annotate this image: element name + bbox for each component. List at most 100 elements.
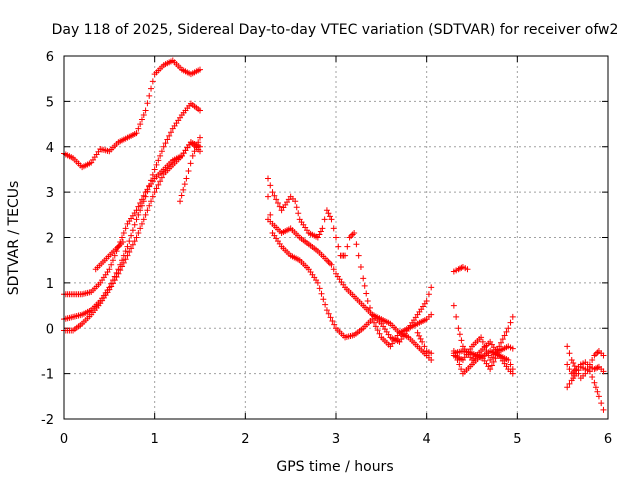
data-point bbox=[119, 263, 126, 270]
data-point bbox=[157, 152, 164, 159]
data-point bbox=[327, 314, 334, 321]
data-point bbox=[140, 216, 147, 223]
data-point bbox=[131, 221, 138, 228]
data-point bbox=[108, 261, 115, 268]
data-point bbox=[355, 252, 362, 259]
data-point bbox=[292, 198, 299, 205]
data-point bbox=[122, 256, 129, 263]
data-point bbox=[137, 200, 144, 207]
data-point bbox=[421, 343, 428, 350]
data-point bbox=[594, 349, 601, 356]
x-axis-label: GPS time / hours bbox=[276, 459, 393, 475]
data-point bbox=[185, 167, 192, 174]
data-point bbox=[498, 339, 505, 346]
data-point bbox=[325, 310, 332, 317]
data-point bbox=[146, 202, 153, 209]
data-point bbox=[187, 160, 194, 167]
data-point bbox=[328, 216, 335, 223]
data-point bbox=[111, 252, 118, 259]
data-point bbox=[361, 282, 368, 289]
data-point bbox=[319, 225, 326, 232]
data-point bbox=[566, 350, 573, 357]
data-point bbox=[148, 198, 155, 205]
data-point bbox=[570, 369, 577, 376]
y-axis-label: SDTVAR / TECUs bbox=[6, 181, 22, 296]
data-point bbox=[131, 238, 138, 245]
data-point bbox=[314, 234, 321, 241]
data-point bbox=[109, 257, 116, 264]
data-point bbox=[325, 210, 332, 217]
data-point bbox=[167, 129, 174, 136]
y-tick-label: -1 bbox=[41, 368, 54, 383]
data-point bbox=[120, 259, 127, 266]
data-point bbox=[317, 228, 324, 235]
data-point bbox=[346, 234, 353, 241]
data-point bbox=[592, 365, 599, 372]
data-point bbox=[128, 232, 135, 239]
data-point bbox=[490, 358, 497, 365]
data-point bbox=[144, 207, 151, 214]
data-point bbox=[108, 283, 115, 290]
data-point bbox=[571, 367, 578, 374]
data-point bbox=[456, 331, 463, 338]
data-point bbox=[348, 232, 355, 239]
data-point bbox=[323, 307, 330, 314]
data-point bbox=[570, 360, 577, 367]
data-point bbox=[357, 263, 364, 270]
data-point bbox=[197, 134, 203, 141]
x-tick-label: 5 bbox=[513, 432, 521, 447]
data-point bbox=[425, 291, 432, 298]
data-point bbox=[106, 286, 113, 293]
data-point bbox=[349, 231, 356, 238]
series-6 bbox=[564, 343, 607, 413]
y-tick-labels: -2 -1 0 1 2 3 4 5 6 bbox=[41, 50, 54, 428]
data-point bbox=[271, 192, 278, 199]
data-point bbox=[589, 374, 596, 381]
data-point bbox=[269, 189, 276, 196]
data-point bbox=[109, 280, 116, 287]
data-point bbox=[328, 261, 335, 268]
data-point bbox=[157, 178, 164, 185]
data-point bbox=[122, 225, 129, 232]
data-point bbox=[146, 92, 153, 99]
data-point bbox=[509, 366, 516, 373]
data-point bbox=[419, 338, 426, 345]
data-point bbox=[503, 328, 510, 335]
y-tick-label: 3 bbox=[46, 186, 54, 201]
data-point bbox=[155, 157, 162, 164]
data-point bbox=[423, 298, 430, 305]
data-point bbox=[376, 330, 383, 337]
data-point bbox=[320, 296, 327, 303]
data-point bbox=[181, 181, 188, 188]
data-point bbox=[138, 220, 145, 227]
data-point bbox=[137, 225, 144, 232]
data-point bbox=[318, 290, 325, 297]
data-point bbox=[331, 321, 338, 328]
data-point bbox=[265, 175, 271, 182]
data-point bbox=[126, 238, 133, 245]
chart-title: Day 118 of 2025, Sidereal Day-to-day VTE… bbox=[52, 22, 619, 38]
data-point bbox=[416, 332, 423, 339]
y-tick-label: 0 bbox=[46, 322, 54, 337]
data-point bbox=[600, 368, 607, 375]
data-point bbox=[564, 384, 571, 391]
data-point bbox=[135, 125, 142, 132]
data-point bbox=[153, 161, 160, 168]
data-point bbox=[133, 207, 140, 214]
data-point bbox=[450, 302, 457, 309]
x-tick-label: 3 bbox=[332, 432, 340, 447]
data-point bbox=[364, 298, 371, 305]
data-point bbox=[481, 343, 488, 350]
data-point bbox=[140, 111, 147, 118]
data-point bbox=[414, 329, 421, 336]
data-point bbox=[568, 357, 575, 364]
data-point bbox=[330, 266, 337, 273]
x-tick-labels: 0 1 2 3 4 5 6 bbox=[60, 432, 612, 447]
data-point bbox=[106, 266, 113, 273]
x-tick-label: 0 bbox=[60, 432, 68, 447]
data-point bbox=[133, 234, 140, 241]
data-point bbox=[600, 406, 607, 413]
data-point bbox=[133, 216, 140, 223]
data-point bbox=[180, 186, 187, 193]
